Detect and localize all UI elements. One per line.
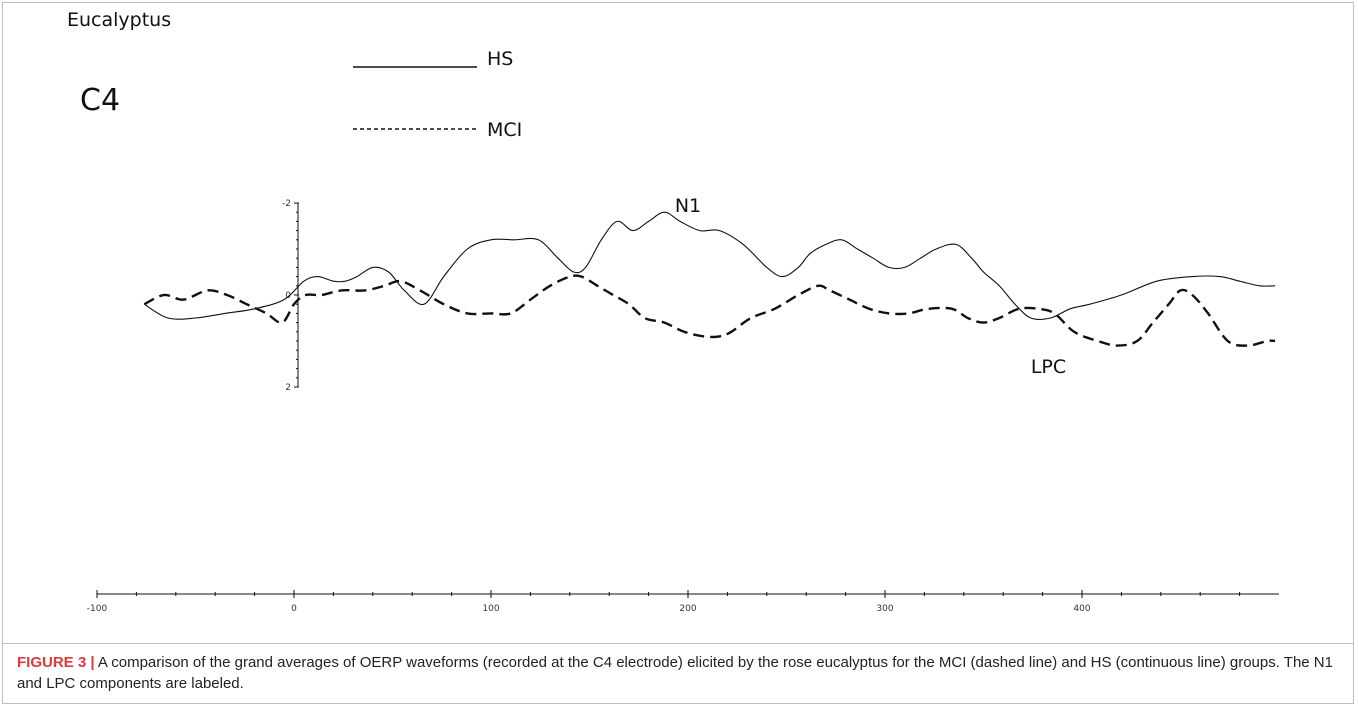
legend-hs-label: HS: [487, 48, 513, 70]
figure-caption: FIGURE 3 | A comparison of the grand ave…: [17, 652, 1337, 694]
legend-mci-label: MCI: [487, 119, 522, 141]
series-mci-line: [143, 274, 1276, 347]
electrode-label: C4: [80, 83, 120, 118]
annotation-lpc: LPC: [1031, 356, 1066, 378]
chart-title: Eucalyptus: [67, 9, 171, 31]
x-tick-label: 400: [1073, 604, 1090, 614]
x-tick-label: 0: [291, 604, 297, 614]
x-tick-label: 100: [482, 604, 499, 614]
series-layer: [143, 211, 1276, 347]
annotation-n1: N1: [675, 195, 701, 217]
series-hs-line: [144, 211, 1276, 320]
x-tick-label: -100: [87, 604, 108, 614]
caption-label: FIGURE 3 |: [17, 654, 95, 671]
caption-text: A comparison of the grand averages of OE…: [17, 654, 1333, 692]
x-tick-label: 300: [876, 604, 893, 614]
annotation-layer: N1 LPC: [675, 195, 1066, 378]
axes: -100 0 100 200 300 400-202: [87, 199, 1279, 614]
x-tick-label: 200: [679, 604, 696, 614]
caption-box: FIGURE 3 | A comparison of the grand ave…: [3, 643, 1353, 704]
y-tick-label: 2: [285, 383, 291, 393]
y-tick-label: -2: [282, 199, 291, 209]
erp-chart: Eucalyptus C4 HS MCI -100 0 100 200 300 400 -2…: [67, 9, 1279, 614]
